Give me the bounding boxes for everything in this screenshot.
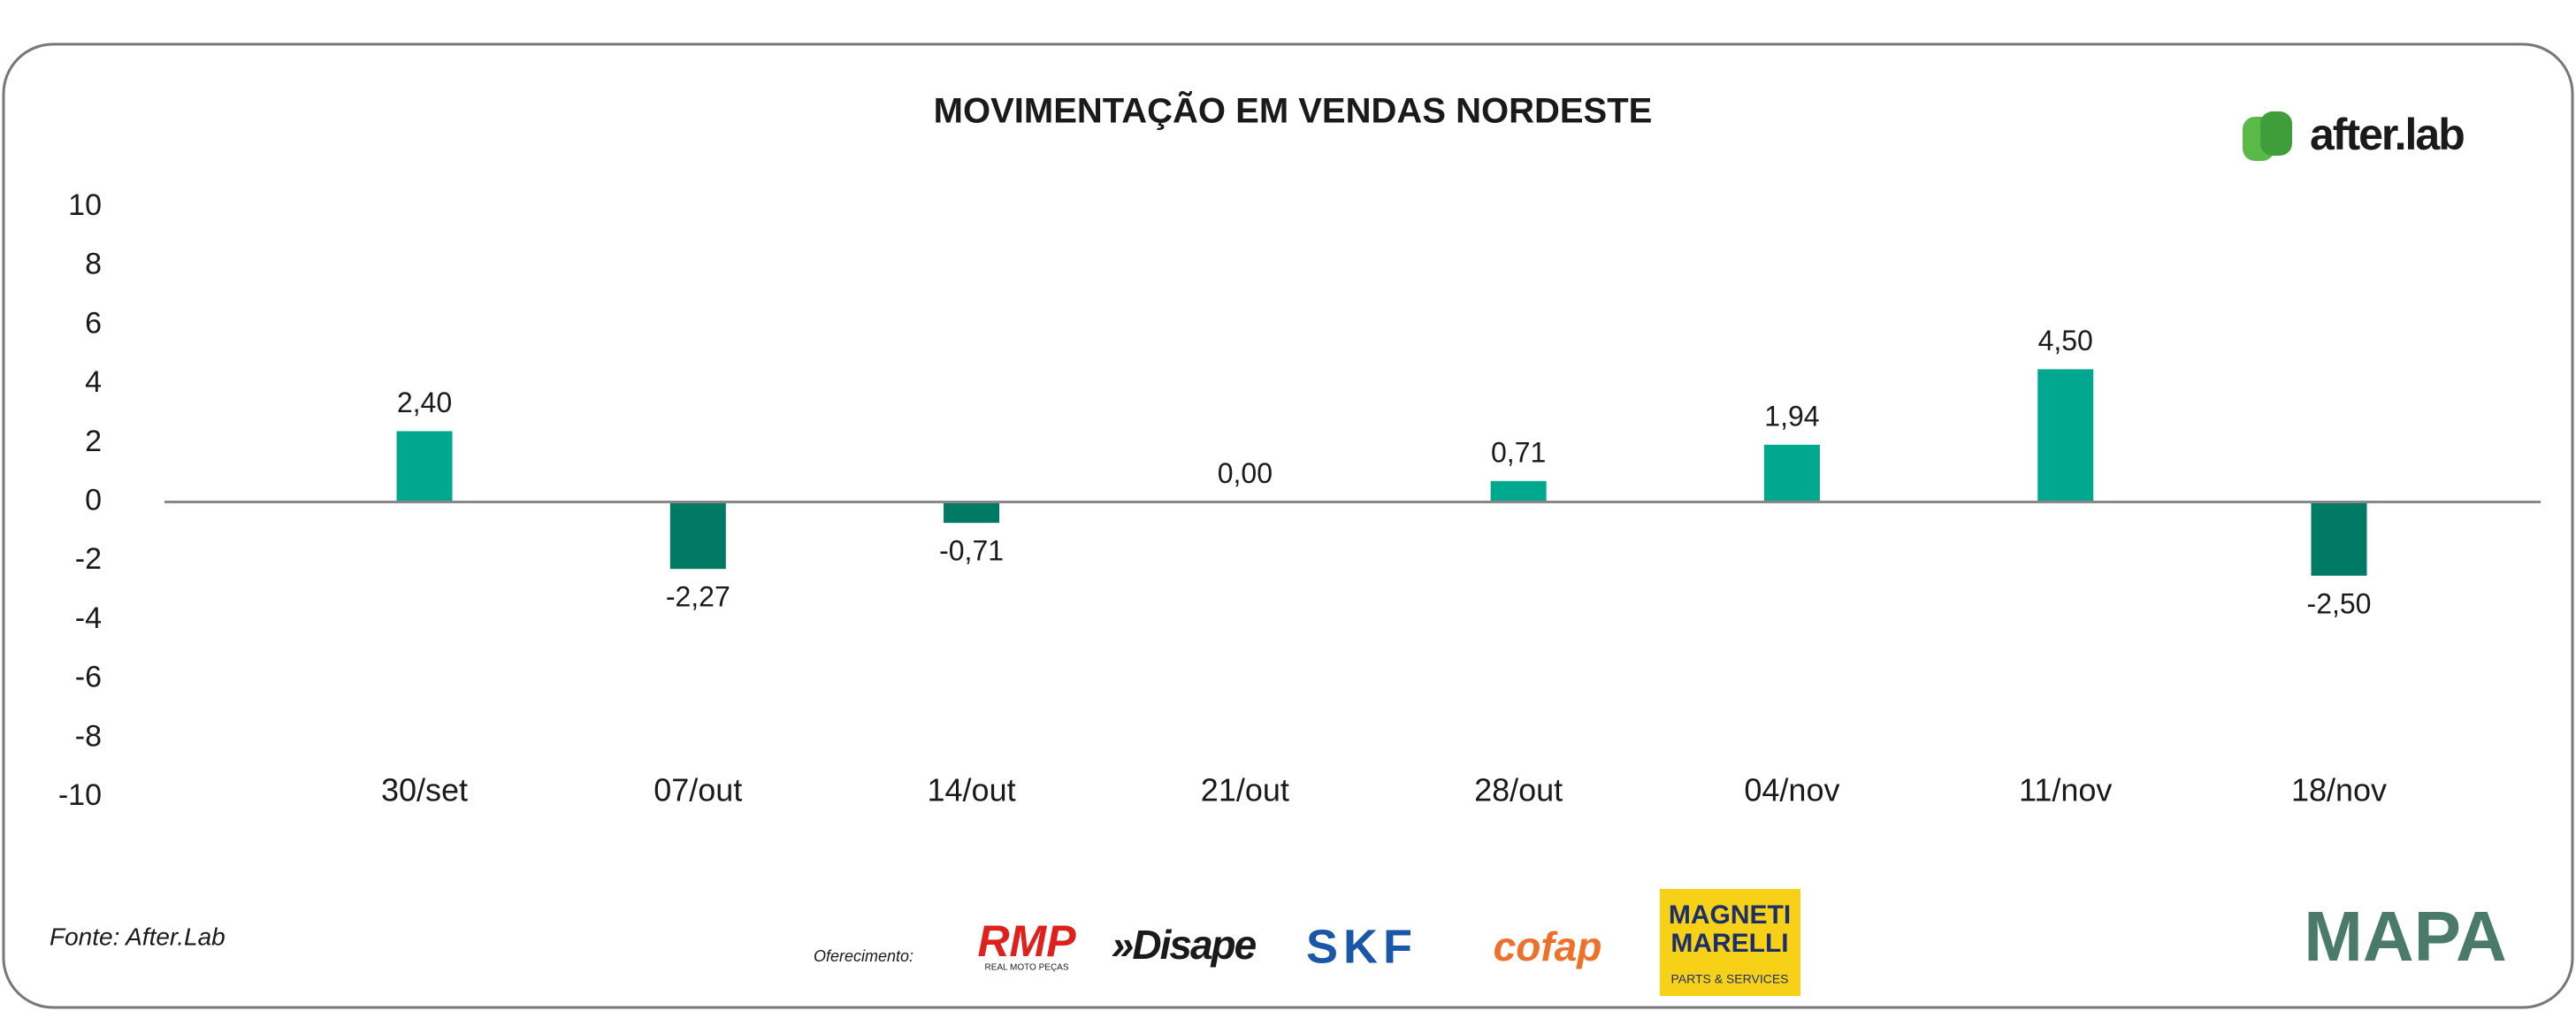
brand-logo: after.lab	[2243, 110, 2465, 161]
bar	[396, 431, 453, 502]
x-tick-label: 14/out	[928, 772, 1016, 808]
y-tick-label: -4	[75, 601, 102, 635]
y-tick-label: 6	[85, 306, 102, 340]
x-tick-label: 21/out	[1201, 772, 1289, 808]
data-label: -0,71	[939, 535, 1004, 567]
brand-text: after.lab	[2310, 110, 2464, 159]
bar	[2037, 369, 2094, 502]
sponsor: SKF	[1306, 920, 1418, 973]
y-tick-label: 2	[85, 425, 102, 458]
x-tick-label: 30/set	[381, 772, 468, 808]
sponsor: cofap	[1494, 923, 1602, 969]
y-tick-label: -8	[75, 719, 102, 753]
sponsor: MARELLI	[1670, 929, 1788, 958]
x-tick-label: 28/out	[1474, 772, 1563, 808]
mapa-logo: MAPA	[2304, 897, 2507, 976]
frame	[2, 42, 2574, 1009]
y-tick-label: 10	[68, 188, 102, 222]
bar	[2311, 502, 2367, 576]
x-tick-label: 11/nov	[2019, 772, 2112, 808]
data-label: 0,71	[1491, 436, 1546, 468]
y-tick-label: -2	[75, 542, 102, 576]
sponsor: PARTS & SERVICES	[1670, 972, 1788, 986]
data-label: 0,00	[1218, 457, 1273, 489]
bar	[1763, 444, 1820, 502]
bar	[669, 502, 726, 570]
logo-mark	[2260, 111, 2292, 156]
y-tick-label: 8	[85, 248, 102, 281]
x-tick-label: 07/out	[654, 772, 742, 808]
y-tick-label: -10	[58, 778, 102, 812]
bar	[1490, 480, 1547, 502]
chart-title: MOVIMENTAÇÃO EM VENDAS NORDESTE	[934, 90, 1653, 131]
sponsor: MAGNETI	[1669, 900, 1791, 930]
sponsor: »Disape	[1112, 922, 1257, 968]
sponsor-box	[1660, 889, 1800, 996]
source: Fonte: After.Lab	[50, 923, 225, 950]
y-tick-label: -6	[75, 661, 102, 694]
data-label: -2,27	[666, 581, 730, 613]
y-tick-label: 4	[85, 365, 102, 399]
data-label: 2,40	[397, 387, 452, 418]
data-label: -2,50	[2307, 587, 2372, 619]
sponsor-label: Oferecimento:	[814, 947, 913, 965]
bar	[944, 502, 1000, 524]
data-label: 1,94	[1764, 400, 1819, 432]
sponsor: RMP	[977, 916, 1076, 966]
x-tick-label: 18/nov	[2291, 772, 2387, 808]
sponsor: REAL MOTO PEÇAS	[984, 963, 1068, 973]
x-tick-label: 04/nov	[1744, 772, 1839, 808]
y-tick-label: 0	[85, 483, 102, 517]
data-label: 4,50	[2038, 325, 2093, 356]
